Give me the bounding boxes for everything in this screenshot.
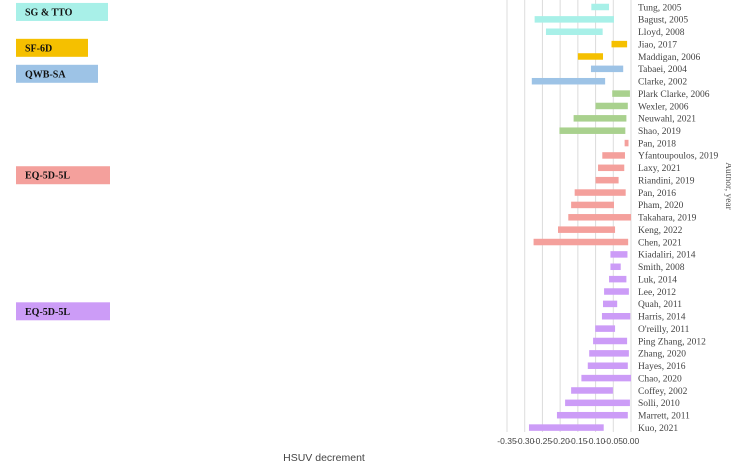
- study-label: Coffey, 2002: [638, 386, 688, 397]
- study-bar: [590, 65, 624, 73]
- group-label-text: EQ-5D-5L: [25, 171, 70, 182]
- study-bar: [610, 263, 621, 271]
- x-axis-ticks: -0.35-0.30-0.25-0.20-0.15-0.10-0.05 0.00: [497, 436, 639, 446]
- x-tick-label: -0.35: [497, 436, 517, 446]
- study-bar: [534, 16, 614, 23]
- group-label-box: [16, 302, 110, 321]
- group-label-text: SG & TTO: [25, 7, 73, 18]
- study-bar: [595, 325, 616, 332]
- study-bar: [595, 176, 619, 184]
- study-bar: [577, 53, 604, 60]
- study-label: Wexler, 2006: [638, 102, 689, 112]
- group-label-box: [16, 166, 110, 185]
- study-label: Neuwahl, 2021: [638, 115, 696, 125]
- study-bar: [598, 164, 625, 172]
- x-tick-label: -0.05: [604, 436, 624, 446]
- group-label-text: EQ-5D-5L: [25, 307, 70, 318]
- study-label: Kuo, 2021: [638, 424, 678, 434]
- study-bar: [609, 275, 627, 283]
- study-bar: [533, 238, 629, 246]
- study-label: Quah, 2011: [638, 300, 682, 310]
- study-label: Maddigan, 2006: [638, 53, 701, 63]
- study-label: Laxy, 2021: [638, 164, 681, 174]
- study-bar: [559, 127, 626, 134]
- study-label: Luk, 2014: [638, 275, 677, 285]
- study-bar: [571, 201, 614, 209]
- study-labels: Tung, 2005 Bagust, 2005 Lloyd, 2008 Jiao, 2…: [638, 3, 718, 434]
- study-bar: [531, 77, 606, 85]
- study-bar: [610, 251, 628, 258]
- study-bar: [601, 313, 631, 320]
- study-bar: [587, 362, 628, 369]
- x-tick-label: -0.25: [533, 436, 553, 446]
- study-bar: [573, 115, 627, 122]
- study-label: Smith, 2008: [638, 263, 685, 273]
- study-bar: [602, 152, 625, 159]
- study-bar: [591, 3, 610, 11]
- study-label: Shao, 2019: [638, 127, 681, 137]
- group-labels: SG & TTO SF-6D QWB-SA EQ-5D-5L EQ-5D-5L: [16, 2, 110, 321]
- x-tick-label: -0.20: [550, 436, 570, 446]
- study-label: Chao, 2020: [638, 374, 682, 384]
- x-tick-label: -0.10: [586, 436, 606, 446]
- study-bar: [568, 214, 631, 221]
- study-bar: [545, 28, 603, 35]
- study-bar: [558, 226, 616, 233]
- study-label: Lee, 2012: [638, 288, 676, 298]
- study-bar: [593, 337, 628, 345]
- study-bar: [604, 288, 629, 295]
- study-label: Marrett, 2011: [638, 412, 690, 422]
- study-bar: [571, 387, 613, 394]
- study-label: Harris, 2014: [638, 313, 686, 323]
- study-label: Takahara, 2019: [638, 214, 697, 224]
- study-bar: [581, 374, 631, 382]
- x-tick-label: 0.00: [623, 436, 640, 446]
- group-label-box: [16, 38, 88, 57]
- study-label: Chen, 2021: [638, 238, 682, 248]
- study-bar: [565, 399, 630, 407]
- study-bar: [589, 350, 629, 357]
- study-label: Yfantoupoulos, 2019: [638, 151, 718, 162]
- study-bar: [556, 411, 628, 419]
- group-label-text: SF-6D: [25, 43, 52, 54]
- study-label: Kiadaliri, 2014: [638, 251, 696, 261]
- study-label: Pan, 2018: [638, 139, 676, 149]
- study-bar: [624, 139, 629, 147]
- study-bar: [574, 189, 626, 196]
- x-axis-title: HSUV decrement: [283, 452, 365, 463]
- study-label: Solli, 2010: [638, 399, 680, 409]
- study-label: Zhang, 2020: [638, 350, 686, 360]
- study-bar: [528, 424, 604, 431]
- study-bars: [528, 3, 631, 431]
- x-tick-label: -0.30: [515, 436, 535, 446]
- study-label: Tung, 2005: [638, 3, 682, 13]
- study-label: Jiao, 2017: [638, 40, 677, 50]
- study-label: Keng, 2022: [638, 226, 683, 236]
- group-label-box: [16, 2, 108, 21]
- study-label: Riandini, 2019: [638, 176, 695, 186]
- study-label: Hayes, 2016: [638, 362, 686, 372]
- study-label: Pham, 2020: [638, 201, 684, 211]
- study-bar: [611, 40, 628, 48]
- x-tick-label: -0.15: [568, 436, 588, 446]
- study-label: Bagust, 2005: [638, 16, 688, 26]
- group-label-text: QWB-SA: [25, 69, 66, 80]
- study-label: Tabaei, 2004: [638, 65, 687, 75]
- study-label: Ping Zhang, 2012: [638, 337, 706, 347]
- study-label: O'reilly, 2011: [638, 325, 690, 335]
- study-bar: [612, 90, 630, 97]
- study-label: Lloyd, 2008: [638, 28, 685, 38]
- study-label: Pan, 2016: [638, 189, 676, 199]
- study-label: Clarke, 2002: [638, 78, 687, 88]
- y-axis-title: Author, year: [723, 162, 731, 210]
- study-label: Plark Clarke, 2006: [638, 90, 710, 100]
- study-bar: [603, 300, 618, 308]
- study-bar: [595, 102, 628, 110]
- group-label-box: [16, 64, 98, 83]
